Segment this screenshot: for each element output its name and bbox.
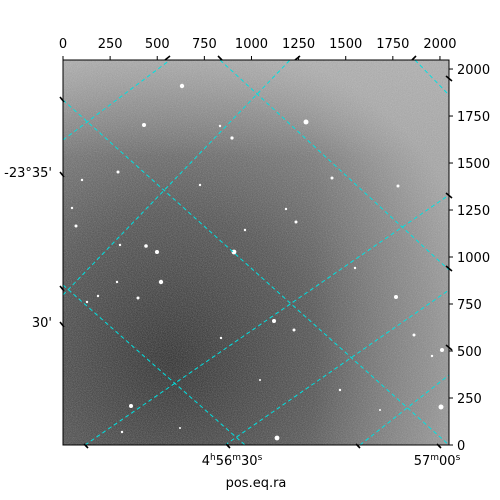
world-tick [217, 55, 223, 61]
world-tick [59, 171, 65, 178]
world-tick [436, 443, 442, 449]
star [353, 266, 357, 270]
star [116, 170, 120, 174]
star [74, 224, 78, 228]
world-tick [355, 443, 361, 449]
right-tick-label: 1000 [457, 251, 490, 266]
dec-label-2: 30' [32, 316, 52, 331]
right-tick-label: 500 [457, 345, 482, 360]
star [303, 119, 309, 125]
star [136, 296, 140, 300]
star [198, 183, 202, 187]
right-pixel-axis: 0 250 500 750 1000 1250 1500 1750 2000 [449, 63, 490, 454]
plot-frame [62, 59, 450, 446]
star [412, 333, 416, 337]
world-tick [225, 443, 231, 449]
ra-label-2: 57m00s [414, 453, 461, 469]
world-coordinate-ticks [59, 55, 453, 449]
top-tick-label: 1000 [235, 37, 268, 52]
grid-line [414, 60, 449, 96]
world-tick [445, 344, 453, 351]
right-tick-label: 750 [457, 298, 482, 313]
star [96, 294, 100, 298]
star [292, 328, 296, 332]
x-axis-title: pos.eq.ra [226, 476, 287, 491]
dec-label-1: -23°35' [4, 166, 52, 181]
top-tick-label: 0 [59, 37, 67, 52]
right-tick-label: 1500 [457, 157, 490, 172]
grid-line [219, 60, 449, 271]
grid-line [63, 60, 171, 141]
star [272, 319, 276, 323]
star [294, 220, 298, 224]
star [394, 295, 398, 299]
grid-line [63, 284, 246, 445]
top-pixel-axis: 0 250 500 750 1000 1250 1500 1750 2000 [59, 37, 457, 60]
world-tick [83, 443, 89, 449]
star [259, 379, 261, 381]
right-tick-label: 0 [457, 439, 465, 454]
right-tick-label: 2000 [457, 63, 490, 78]
world-tick [164, 55, 171, 61]
star [85, 300, 89, 304]
right-tick-label: 1250 [457, 204, 490, 219]
star [440, 348, 444, 352]
top-tick-label: 1750 [376, 37, 409, 52]
star [284, 207, 288, 211]
star [158, 279, 164, 285]
world-tick [294, 55, 301, 61]
grid-line [63, 99, 449, 445]
star [155, 250, 159, 254]
star [129, 404, 133, 408]
top-tick-label: 1250 [282, 37, 315, 52]
star [179, 83, 185, 89]
star [144, 244, 148, 248]
world-tick [59, 285, 65, 292]
world-tick [445, 75, 453, 82]
top-tick-label: 250 [98, 37, 123, 52]
star [70, 206, 74, 210]
star-field [70, 83, 444, 441]
star [243, 228, 247, 232]
star [430, 354, 434, 358]
grid-line [84, 194, 449, 445]
star [218, 124, 222, 128]
star [115, 280, 119, 284]
right-tick-label: 250 [457, 392, 482, 407]
star [142, 123, 146, 127]
grid-line [224, 289, 449, 445]
star [80, 178, 84, 182]
top-tick-label: 500 [145, 37, 170, 52]
world-tick [445, 265, 453, 272]
star [219, 336, 223, 340]
star [438, 404, 444, 410]
star [330, 176, 334, 180]
world-tick [411, 55, 417, 61]
star [231, 249, 237, 255]
right-tick-label: 1750 [457, 110, 490, 125]
ra-label-1: 4h56m30s [202, 453, 263, 469]
top-tick-label: 1500 [329, 37, 362, 52]
grid-line [359, 374, 449, 445]
grid-line [63, 60, 291, 296]
coordinate-grid [63, 60, 449, 445]
star [379, 409, 381, 411]
world-tick [59, 321, 65, 328]
star [396, 184, 400, 188]
world-tick [59, 96, 65, 103]
star [179, 427, 181, 429]
top-tick-label: 750 [192, 37, 217, 52]
star [274, 435, 280, 441]
star [338, 388, 342, 392]
world-tick [445, 192, 453, 199]
star [118, 243, 122, 247]
sky-image [63, 60, 449, 445]
star [230, 136, 234, 140]
star [120, 430, 124, 434]
top-tick-label: 2000 [423, 37, 456, 52]
